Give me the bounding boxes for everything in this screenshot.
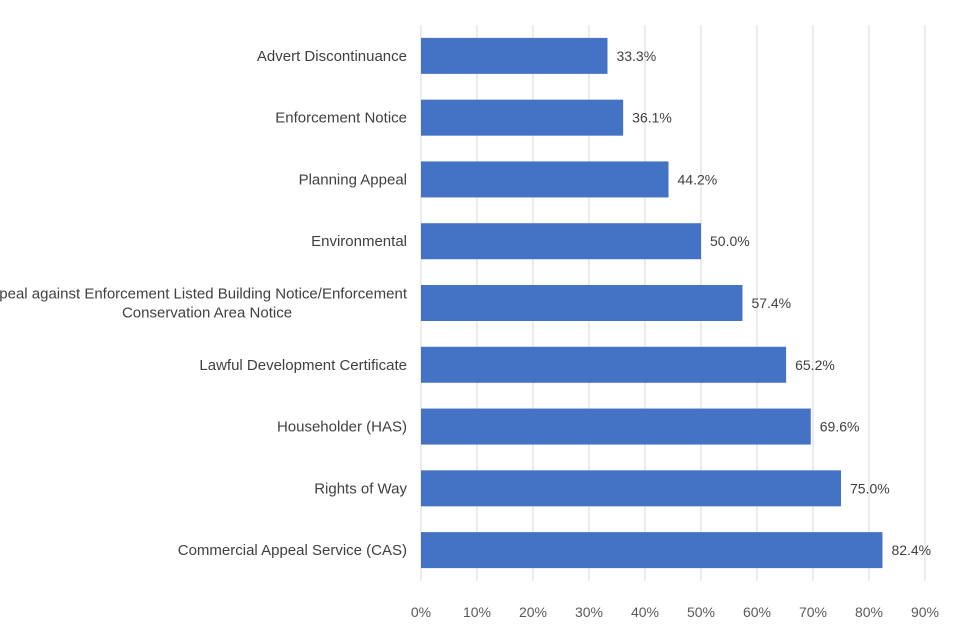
x-tick-label: 60% xyxy=(743,604,771,620)
value-label: 75.0% xyxy=(850,480,890,496)
value-label: 36.1% xyxy=(632,110,672,126)
bar xyxy=(421,408,811,445)
x-tick-label: 70% xyxy=(799,604,827,620)
value-label: 44.2% xyxy=(678,171,718,187)
x-tick-label: 80% xyxy=(855,604,883,620)
bars xyxy=(421,37,883,569)
bar xyxy=(421,285,743,321)
bar xyxy=(421,223,701,260)
x-tick-label: 0% xyxy=(411,604,431,620)
category-label: Advert Discontinuance xyxy=(257,48,407,65)
bar xyxy=(421,346,787,383)
value-label: 69.6% xyxy=(820,419,860,435)
x-tick-label: 10% xyxy=(463,604,491,620)
category-label: Planning Appeal xyxy=(299,171,407,188)
value-label: 82.4% xyxy=(891,542,931,558)
x-tick-label: 90% xyxy=(911,604,939,620)
x-tick-label: 40% xyxy=(631,604,659,620)
x-tick-label: 20% xyxy=(519,604,547,620)
x-tick-label: 30% xyxy=(575,604,603,620)
bar xyxy=(421,37,608,74)
value-label: 57.4% xyxy=(751,295,791,311)
category-labels: Advert Discontinuance Enforcement Notice P… xyxy=(0,48,408,559)
category-label: Commercial Appeal Service (CAS) xyxy=(178,542,407,559)
bar xyxy=(421,532,883,569)
category-label: Lawful Development Certificate xyxy=(199,357,407,374)
x-axis-ticks: 0% 10% 20% 30% 40% 50% 60% 70% 80% 90% xyxy=(411,604,939,620)
category-label: Environmental xyxy=(311,233,407,250)
value-label: 33.3% xyxy=(616,48,656,64)
value-labels: 33.3% 36.1% 44.2% 50.0% 57.4% 65.2% 69.6% 75.0%… xyxy=(616,48,931,558)
bar xyxy=(421,470,841,507)
category-label: Appeal against Enforcement Listed Buildi… xyxy=(0,286,408,303)
category-label: Rights of Way xyxy=(314,480,407,497)
value-label: 50.0% xyxy=(710,233,750,249)
bar xyxy=(421,161,669,198)
value-label: 65.2% xyxy=(795,357,835,373)
bar xyxy=(421,99,624,136)
category-label: Conservation Area Notice xyxy=(122,305,292,322)
category-label: Householder (HAS) xyxy=(277,419,407,436)
category-label: Enforcement Notice xyxy=(275,110,407,127)
x-tick-label: 50% xyxy=(687,604,715,620)
